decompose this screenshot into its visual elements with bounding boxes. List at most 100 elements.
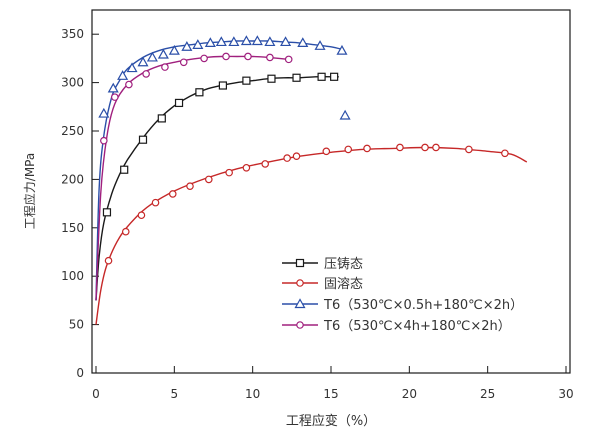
series-1-point xyxy=(102,208,112,217)
x-axis-label: 工程应变（%） xyxy=(286,413,376,429)
series-1-point xyxy=(218,81,227,90)
y-axis-ticks: 0 50 100 150 200 250 300 350 xyxy=(61,27,99,380)
series-3-point xyxy=(107,82,119,93)
series-2-point xyxy=(396,143,404,152)
series-4-point xyxy=(284,55,293,64)
legend-swatch-marker xyxy=(295,258,305,268)
legend-label: 压铸态 xyxy=(324,256,363,272)
legend-swatch-marker xyxy=(296,279,304,287)
series-2-point xyxy=(465,145,473,154)
series-3-point xyxy=(215,36,227,47)
series-3-point xyxy=(168,44,180,55)
legend-swatch-marker xyxy=(294,298,306,309)
y-axis-label: 工程应力/MPa xyxy=(22,153,37,229)
legend-swatch-marker xyxy=(296,321,304,329)
series-1-point xyxy=(242,76,251,85)
series-2-point xyxy=(242,163,251,172)
series-2-point xyxy=(205,175,213,184)
series-3-point xyxy=(314,40,326,50)
series-3-point xyxy=(98,107,110,118)
series-3-point xyxy=(126,62,138,73)
series-2-point xyxy=(421,143,429,152)
y-tick-label: 100 xyxy=(61,269,84,283)
series-3-point xyxy=(192,39,204,49)
series-4-point xyxy=(142,70,150,78)
series-3 xyxy=(95,35,351,301)
series-3-point xyxy=(146,51,158,62)
series-4-point xyxy=(179,58,188,67)
y-tick-label: 300 xyxy=(61,76,84,90)
series-4-point xyxy=(200,54,208,63)
x-tick-label: 30 xyxy=(558,387,573,401)
legend-label: T6（530℃×4h+180℃×2h） xyxy=(323,319,511,334)
series-3-point xyxy=(181,41,193,51)
series-3-point xyxy=(297,37,309,48)
series-2 xyxy=(95,143,528,325)
y-tick-label: 350 xyxy=(61,27,84,41)
series-3-point xyxy=(251,35,263,46)
legend-item-3: T6（530℃×0.5h+180℃×2h） xyxy=(282,298,523,313)
series-2-point xyxy=(186,182,194,190)
series-3-point xyxy=(280,36,292,47)
x-tick-label: 20 xyxy=(402,387,417,401)
series-3-point xyxy=(204,37,216,48)
series-3-point xyxy=(339,109,351,120)
y-tick-label: 0 xyxy=(76,366,84,380)
series-2-point xyxy=(292,152,301,160)
series-2-point xyxy=(363,144,371,153)
legend-item-2: 固溶态 xyxy=(282,277,363,292)
series-3-point xyxy=(137,56,149,67)
series-4-point xyxy=(266,53,274,62)
series-2-point xyxy=(261,160,270,168)
series-layer xyxy=(95,35,528,325)
legend-label: T6（530℃×0.5h+180℃×2h） xyxy=(323,298,523,313)
series-4-line xyxy=(95,55,289,301)
series-2-point xyxy=(344,145,353,154)
series-1-point xyxy=(267,74,276,83)
y-tick-label: 150 xyxy=(61,221,84,235)
series-1-point xyxy=(330,72,339,81)
series-2-point xyxy=(283,154,291,162)
series-1-point xyxy=(317,72,326,81)
series-3-point xyxy=(264,36,276,47)
series-2-point xyxy=(137,211,146,220)
series-1-point xyxy=(138,135,148,144)
series-4 xyxy=(95,52,293,301)
series-1-point xyxy=(195,88,204,97)
series-2-point xyxy=(151,198,160,207)
y-tick-label: 50 xyxy=(69,318,84,332)
series-1-point xyxy=(157,114,166,123)
legend-item-4: T6（530℃×4h+180℃×2h） xyxy=(282,319,511,334)
series-2-point xyxy=(432,143,440,152)
series-2-point xyxy=(501,149,509,158)
series-2-point xyxy=(322,147,331,156)
series-3-point xyxy=(228,36,240,47)
series-2-point xyxy=(225,168,233,177)
series-3-point xyxy=(117,70,129,80)
x-tick-label: 0 xyxy=(92,387,100,401)
series-1-line xyxy=(95,76,339,301)
series-3-point xyxy=(157,48,169,59)
series-4-point xyxy=(222,52,230,61)
series-1 xyxy=(95,72,339,301)
series-4-point xyxy=(125,80,133,89)
series-1-point xyxy=(174,98,184,108)
series-1-point xyxy=(292,73,301,82)
legend-label: 固溶态 xyxy=(324,277,363,292)
series-1-point xyxy=(120,165,129,174)
x-tick-label: 25 xyxy=(480,387,495,401)
y-tick-label: 200 xyxy=(61,172,84,186)
series-4-point xyxy=(100,136,108,145)
x-tick-label: 10 xyxy=(245,387,260,401)
series-4-point xyxy=(161,63,169,71)
legend-item-1: 压铸态 xyxy=(282,256,363,272)
x-tick-label: 5 xyxy=(171,387,179,401)
y-tick-label: 250 xyxy=(61,124,84,138)
series-3-point xyxy=(336,44,348,55)
series-2-point xyxy=(121,227,130,236)
x-tick-label: 15 xyxy=(323,387,338,401)
series-2-point xyxy=(168,190,177,198)
series-3-point xyxy=(240,35,252,46)
